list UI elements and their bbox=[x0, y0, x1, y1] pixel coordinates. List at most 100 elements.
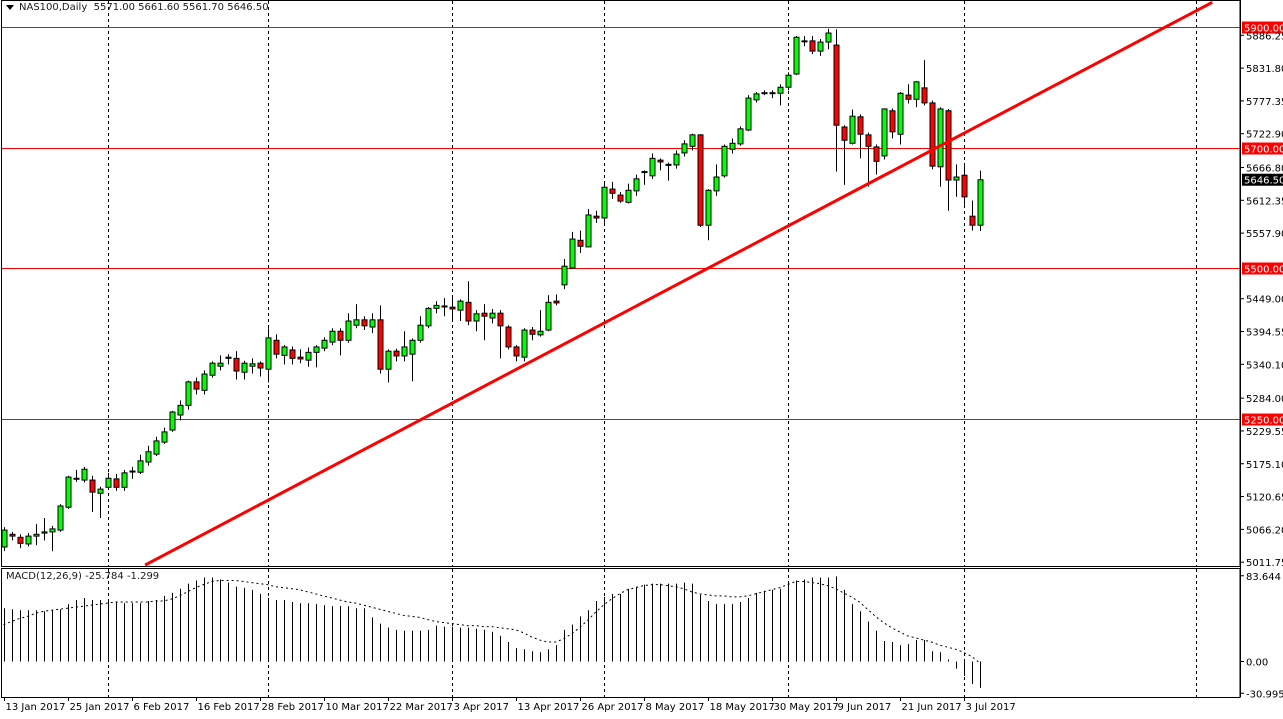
price-axis-label: 5777.35 bbox=[1246, 97, 1283, 108]
candle-body bbox=[737, 128, 744, 145]
candle bbox=[833, 29, 840, 172]
current-price-tag bbox=[1242, 173, 1283, 186]
candle-body bbox=[513, 346, 520, 357]
candle bbox=[329, 328, 336, 346]
candle-body bbox=[697, 134, 704, 226]
candle bbox=[945, 108, 952, 211]
candle-body bbox=[353, 319, 360, 326]
candle-body bbox=[249, 363, 256, 367]
candle bbox=[89, 475, 96, 513]
candle bbox=[377, 305, 384, 374]
dropdown-triangle-icon[interactable] bbox=[6, 4, 14, 10]
candle bbox=[57, 504, 64, 532]
candle-body bbox=[25, 535, 32, 545]
candle-body bbox=[777, 86, 784, 94]
level-price-label: 5900.00 bbox=[1244, 24, 1283, 35]
candle bbox=[649, 153, 656, 179]
candle bbox=[433, 301, 440, 314]
candle bbox=[409, 338, 416, 382]
candle bbox=[569, 231, 576, 269]
candle-body bbox=[857, 116, 864, 135]
candle bbox=[697, 134, 704, 228]
candle-body bbox=[905, 94, 912, 100]
candle bbox=[513, 345, 520, 362]
candle-body bbox=[225, 356, 232, 359]
candle bbox=[745, 95, 752, 132]
candle bbox=[497, 310, 504, 359]
candle-body bbox=[489, 312, 496, 319]
candle bbox=[473, 310, 480, 332]
candle-body bbox=[369, 319, 376, 328]
candle-body bbox=[185, 381, 192, 406]
candle bbox=[521, 328, 528, 362]
candle bbox=[369, 313, 376, 334]
current-price-label: 5646.50 bbox=[1244, 176, 1283, 187]
macd-axis-label: 0.00 bbox=[1246, 658, 1268, 669]
candle-body bbox=[529, 329, 536, 335]
candle bbox=[273, 334, 280, 359]
candle-body bbox=[729, 142, 736, 150]
candle-body bbox=[393, 350, 400, 357]
candle bbox=[113, 474, 120, 491]
candle-body bbox=[881, 108, 888, 157]
candle-body bbox=[65, 476, 72, 508]
candle bbox=[785, 72, 792, 91]
candle bbox=[233, 351, 240, 380]
candle bbox=[593, 210, 600, 223]
candle bbox=[393, 348, 400, 362]
candle-body bbox=[169, 411, 176, 431]
candle bbox=[841, 125, 848, 185]
candle-body bbox=[745, 97, 752, 131]
level-price-label: 5250.00 bbox=[1244, 416, 1283, 427]
candle bbox=[553, 294, 560, 306]
candle-body bbox=[537, 330, 544, 336]
candle bbox=[689, 133, 696, 151]
candle bbox=[489, 308, 496, 324]
candle-body bbox=[1, 529, 8, 548]
candle bbox=[305, 347, 312, 367]
time-axis-label: 13 Jan 2017 bbox=[6, 702, 66, 713]
candle-body bbox=[841, 126, 848, 141]
level-price-label: 5700.00 bbox=[1244, 145, 1283, 156]
candle bbox=[969, 200, 976, 231]
time-axis-label: 10 Mar 2017 bbox=[326, 702, 389, 713]
candle-body bbox=[929, 102, 936, 167]
candle-body bbox=[305, 351, 312, 361]
candle-body bbox=[97, 488, 104, 494]
candle-body bbox=[921, 87, 928, 104]
candle-body bbox=[633, 178, 640, 192]
candle-body bbox=[9, 533, 16, 537]
candle-body bbox=[433, 304, 440, 309]
candle bbox=[201, 370, 208, 395]
candle-body bbox=[865, 134, 872, 147]
candle bbox=[17, 534, 24, 549]
candle bbox=[441, 298, 448, 317]
candle-body bbox=[705, 189, 712, 226]
candle bbox=[769, 90, 776, 99]
candle-body bbox=[129, 470, 136, 473]
candle bbox=[625, 183, 632, 204]
candle bbox=[665, 162, 672, 181]
candle bbox=[921, 60, 928, 106]
candle bbox=[585, 208, 592, 248]
price-axis-label: 5175.10 bbox=[1246, 460, 1283, 471]
time-axis-label: 18 May 2017 bbox=[710, 702, 775, 713]
candle-body bbox=[465, 301, 472, 322]
candle-body bbox=[665, 163, 672, 166]
candle-body bbox=[601, 186, 608, 219]
level-price-tag bbox=[1242, 21, 1283, 34]
candle-body bbox=[297, 356, 304, 360]
time-axis-label: 16 Feb 2017 bbox=[198, 702, 260, 713]
candle bbox=[801, 36, 808, 47]
candle bbox=[537, 310, 544, 337]
candle-body bbox=[161, 431, 168, 443]
time-axis-label: 8 May 2017 bbox=[646, 702, 705, 713]
candle-body bbox=[913, 81, 920, 100]
candle-body bbox=[361, 319, 368, 327]
candle-body bbox=[569, 238, 576, 269]
level-price-tag bbox=[1242, 142, 1283, 155]
candle-body bbox=[897, 92, 904, 135]
price-axis-label: 5831.80 bbox=[1246, 64, 1283, 75]
candle bbox=[721, 144, 728, 178]
